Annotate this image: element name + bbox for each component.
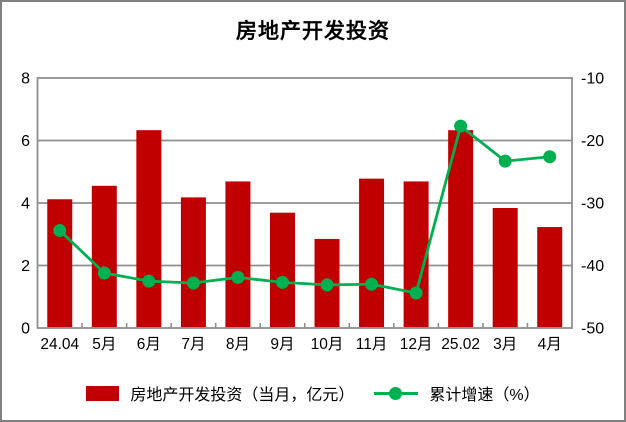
- legend: 房地产开发投资（当月，亿元） 累计增速（%）: [2, 381, 624, 405]
- y-axis-label-right: -10: [581, 71, 604, 88]
- line-marker: [186, 276, 200, 290]
- bar: [47, 199, 73, 328]
- x-axis-label: 12月: [400, 336, 433, 353]
- bar: [225, 181, 251, 328]
- line-marker: [231, 270, 245, 284]
- line-marker: [275, 275, 289, 289]
- bar-series-swatch: [86, 385, 120, 401]
- y-axis-label-right: -20: [581, 133, 604, 150]
- line-series-swatch: [374, 386, 419, 400]
- legend-item-bar-series: 房地产开发投资（当月，亿元）: [86, 381, 354, 405]
- x-axis-label: 9月: [270, 336, 294, 353]
- bar: [136, 130, 162, 328]
- x-axis-label: 25.02: [441, 336, 480, 353]
- bar: [359, 178, 385, 328]
- y-axis-label-left: 0: [21, 321, 30, 338]
- line-marker: [365, 277, 379, 291]
- y-axis-label-right: -30: [581, 196, 604, 213]
- legend-item-line-series: 累计增速（%）: [374, 381, 540, 405]
- x-axis-label: 5月: [92, 336, 116, 353]
- y-axis-label-right: -50: [581, 321, 604, 338]
- bar: [403, 181, 429, 328]
- chart-title: 房地产开发投资: [236, 20, 390, 43]
- line-marker: [543, 150, 557, 164]
- x-axis-label: 3月: [493, 336, 517, 353]
- y-axis-label-left: 2: [21, 258, 30, 275]
- line-marker: [320, 278, 334, 292]
- x-axis-label: 24.04: [40, 336, 79, 353]
- line-marker: [498, 154, 512, 168]
- trend-line: [58, 124, 552, 295]
- y-axis-label-right: -40: [581, 258, 604, 275]
- bar: [91, 185, 117, 328]
- line-series-dot: [389, 386, 403, 400]
- line-marker: [454, 119, 468, 133]
- bar: [537, 227, 563, 328]
- x-axis-label: 10月: [311, 336, 344, 353]
- line-marker: [409, 286, 423, 300]
- x-axis-label: 11月: [356, 336, 388, 353]
- x-axis-label: 7月: [181, 336, 205, 353]
- line-series-label: 累计增速（%）: [429, 387, 540, 404]
- y-axis-label-left: 8: [21, 71, 30, 88]
- bar: [492, 208, 518, 328]
- bar: [180, 197, 206, 328]
- x-axis-label: 8月: [226, 336, 250, 353]
- x-axis-label: 4月: [538, 336, 562, 353]
- y-axis-label-left: 6: [21, 133, 30, 150]
- bar-series-label: 房地产开发投资（当月，亿元）: [130, 387, 355, 404]
- line-marker: [97, 266, 111, 280]
- bar: [269, 212, 295, 328]
- y-axis-label-left: 4: [21, 196, 30, 213]
- bar: [448, 130, 474, 328]
- x-axis-label: 6月: [137, 336, 161, 353]
- line-marker: [53, 224, 67, 237]
- line-marker: [142, 274, 156, 288]
